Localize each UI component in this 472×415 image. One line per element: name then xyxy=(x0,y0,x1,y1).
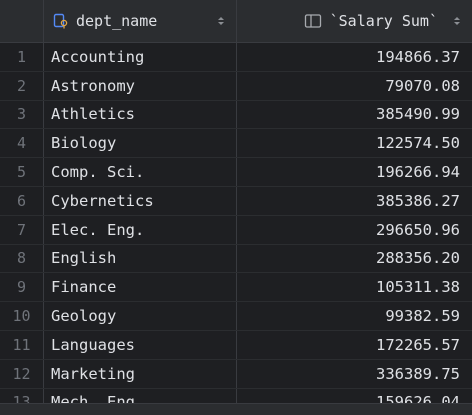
row-number: 7 xyxy=(0,215,44,244)
row-number: 3 xyxy=(0,100,44,129)
dept-name-cell[interactable]: Athletics xyxy=(44,100,237,129)
row-number: 5 xyxy=(0,158,44,186)
salary-sum-cell[interactable]: 79070.08 xyxy=(385,76,460,95)
salary-sum-cell[interactable]: 105311.38 xyxy=(376,278,460,297)
dept-name-cell[interactable]: Accounting xyxy=(44,43,237,71)
dept-name-cell[interactable]: Comp. Sci. xyxy=(44,158,237,186)
row-number: 11 xyxy=(0,330,44,359)
table-row[interactable]: 5 Comp. Sci. 196266.94 xyxy=(0,158,472,187)
grid-body: 1 Accounting 194866.37 2 Astronomy 79070… xyxy=(0,43,472,415)
dept-name-cell[interactable]: Cybernetics xyxy=(44,186,237,215)
table-row[interactable]: 6 Cybernetics 385386.27 xyxy=(0,186,472,216)
row-number: 2 xyxy=(0,71,44,100)
dept-name-cell[interactable]: Marketing xyxy=(44,359,237,388)
horizontal-scrollbar[interactable] xyxy=(0,403,472,415)
dept-name-cell[interactable]: Biology xyxy=(44,129,237,158)
table-row[interactable]: 4 Biology 122574.50 xyxy=(0,129,472,159)
table-row[interactable]: 12 Marketing 336389.75 xyxy=(0,359,472,389)
salary-sum-cell[interactable]: 194866.37 xyxy=(376,47,460,66)
column-header-salary-sum[interactable]: `Salary Sum` xyxy=(237,0,472,42)
salary-sum-cell[interactable]: 122574.50 xyxy=(376,134,460,153)
grid-header: dept_name `Salary Sum` xyxy=(0,0,472,43)
column-header-dept-name[interactable]: dept_name xyxy=(44,0,237,42)
dept-name-cell[interactable]: Elec. Eng. xyxy=(44,215,237,244)
column-icon xyxy=(304,12,322,30)
row-number: 9 xyxy=(0,273,44,302)
column-header-label: `Salary Sum` xyxy=(329,12,438,30)
row-number: 4 xyxy=(0,129,44,158)
row-number: 12 xyxy=(0,359,44,388)
row-number: 6 xyxy=(0,186,44,215)
row-number-header[interactable] xyxy=(0,0,44,42)
row-number: 1 xyxy=(0,43,44,71)
dept-name-cell[interactable]: Astronomy xyxy=(44,71,237,100)
table-row[interactable]: 10 Geology 99382.59 xyxy=(0,302,472,331)
salary-sum-cell[interactable]: 385490.99 xyxy=(376,105,460,124)
table-row[interactable]: 1 Accounting 194866.37 xyxy=(0,43,472,72)
salary-sum-cell[interactable]: 336389.75 xyxy=(376,364,460,383)
dept-name-cell[interactable]: English xyxy=(44,244,237,273)
sort-icon[interactable] xyxy=(452,15,462,27)
table-row[interactable]: 8 English 288356.20 xyxy=(0,244,472,274)
table-row[interactable]: 3 Athletics 385490.99 xyxy=(0,100,472,130)
key-column-icon xyxy=(52,12,70,30)
table-row[interactable]: 7 Elec. Eng. 296650.96 xyxy=(0,215,472,245)
sort-icon[interactable] xyxy=(216,15,226,27)
salary-sum-cell[interactable]: 196266.94 xyxy=(376,163,460,182)
row-number: 10 xyxy=(0,302,44,330)
column-header-label: dept_name xyxy=(76,12,158,30)
dept-name-cell[interactable]: Finance xyxy=(44,273,237,302)
salary-sum-cell[interactable]: 288356.20 xyxy=(376,249,460,268)
table-row[interactable]: 9 Finance 105311.38 xyxy=(0,273,472,303)
table-row[interactable]: 2 Astronomy 79070.08 xyxy=(0,71,472,101)
salary-sum-cell[interactable]: 296650.96 xyxy=(376,220,460,239)
table-row[interactable]: 11 Languages 172265.57 xyxy=(0,330,472,360)
salary-sum-cell[interactable]: 172265.57 xyxy=(376,335,460,354)
salary-sum-cell[interactable]: 99382.59 xyxy=(385,307,460,326)
row-number: 8 xyxy=(0,244,44,273)
dept-name-cell[interactable]: Geology xyxy=(44,302,237,330)
salary-sum-cell[interactable]: 385386.27 xyxy=(376,191,460,210)
dept-name-cell[interactable]: Languages xyxy=(44,330,237,359)
